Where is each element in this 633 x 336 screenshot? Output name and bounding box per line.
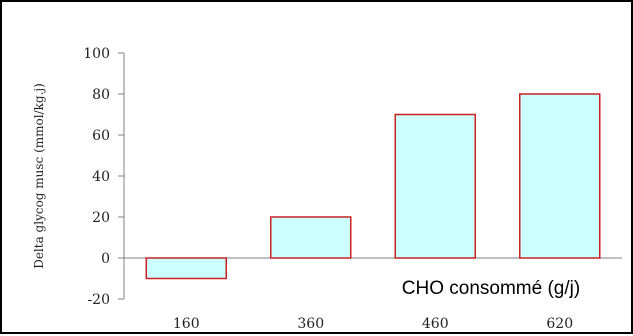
y-tick-label: -20 bbox=[87, 292, 110, 308]
y-tick-label: 80 bbox=[92, 87, 110, 103]
bar-460 bbox=[394, 113, 476, 259]
y-tick-label: 100 bbox=[83, 46, 110, 62]
bars bbox=[145, 93, 601, 280]
x-axis-title: CHO consommé (g/j) bbox=[402, 278, 580, 299]
bar-160 bbox=[145, 257, 227, 280]
y-tick-label: 40 bbox=[92, 169, 110, 185]
x-tick-label: 620 bbox=[546, 316, 573, 332]
y-tick-labels: 100 80 60 40 20 0 -20 bbox=[83, 46, 110, 308]
x-tick-label: 160 bbox=[173, 316, 200, 332]
y-tick-label: 20 bbox=[92, 210, 110, 226]
y-tick-label: 0 bbox=[101, 251, 110, 267]
bar-360 bbox=[270, 216, 352, 259]
y-axis-label: Delta glycog musc (mmol/kg.j) bbox=[32, 83, 46, 269]
bar-620 bbox=[519, 93, 601, 259]
x-tick-label: 460 bbox=[422, 316, 449, 332]
y-tick-label: 60 bbox=[92, 128, 110, 144]
x-tick-labels: 160 360 460 620 bbox=[173, 316, 573, 332]
x-tick-label: 360 bbox=[297, 316, 324, 332]
